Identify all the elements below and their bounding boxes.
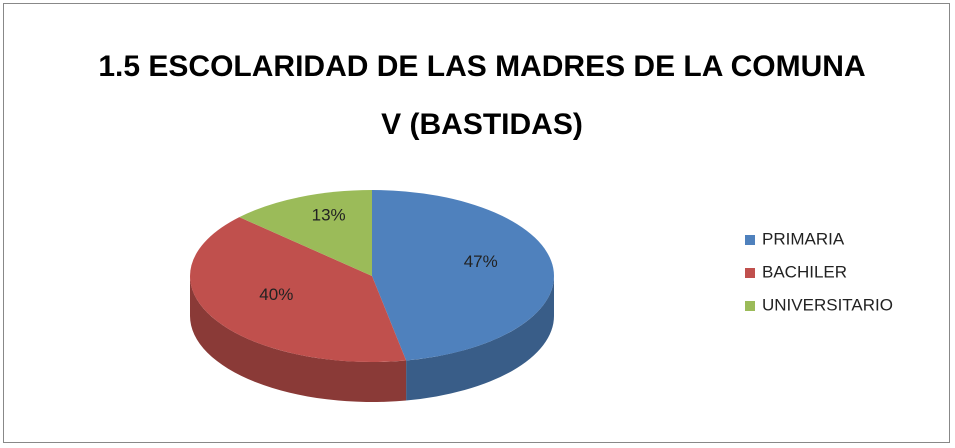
legend-swatch [745,301,755,311]
pie-slice-side [190,276,407,402]
legend-swatch [745,235,755,245]
pie-slice-side [406,276,554,401]
pie-slice [189,217,407,362]
data-label: 13% [312,205,346,224]
legend-label: PRIMARIA [762,229,845,248]
pie-slice [239,190,372,276]
chart-title: 1.5 ESCOLARIDAD DE LAS MADRES DE LA COMU… [98,50,866,141]
data-label: 40% [259,285,293,304]
data-label: 47% [464,252,498,271]
pie-slice [372,189,555,361]
legend-swatch [745,268,755,278]
legend-label: BACHILER [762,262,847,281]
legend-label: UNIVERSITARIO [762,295,893,314]
